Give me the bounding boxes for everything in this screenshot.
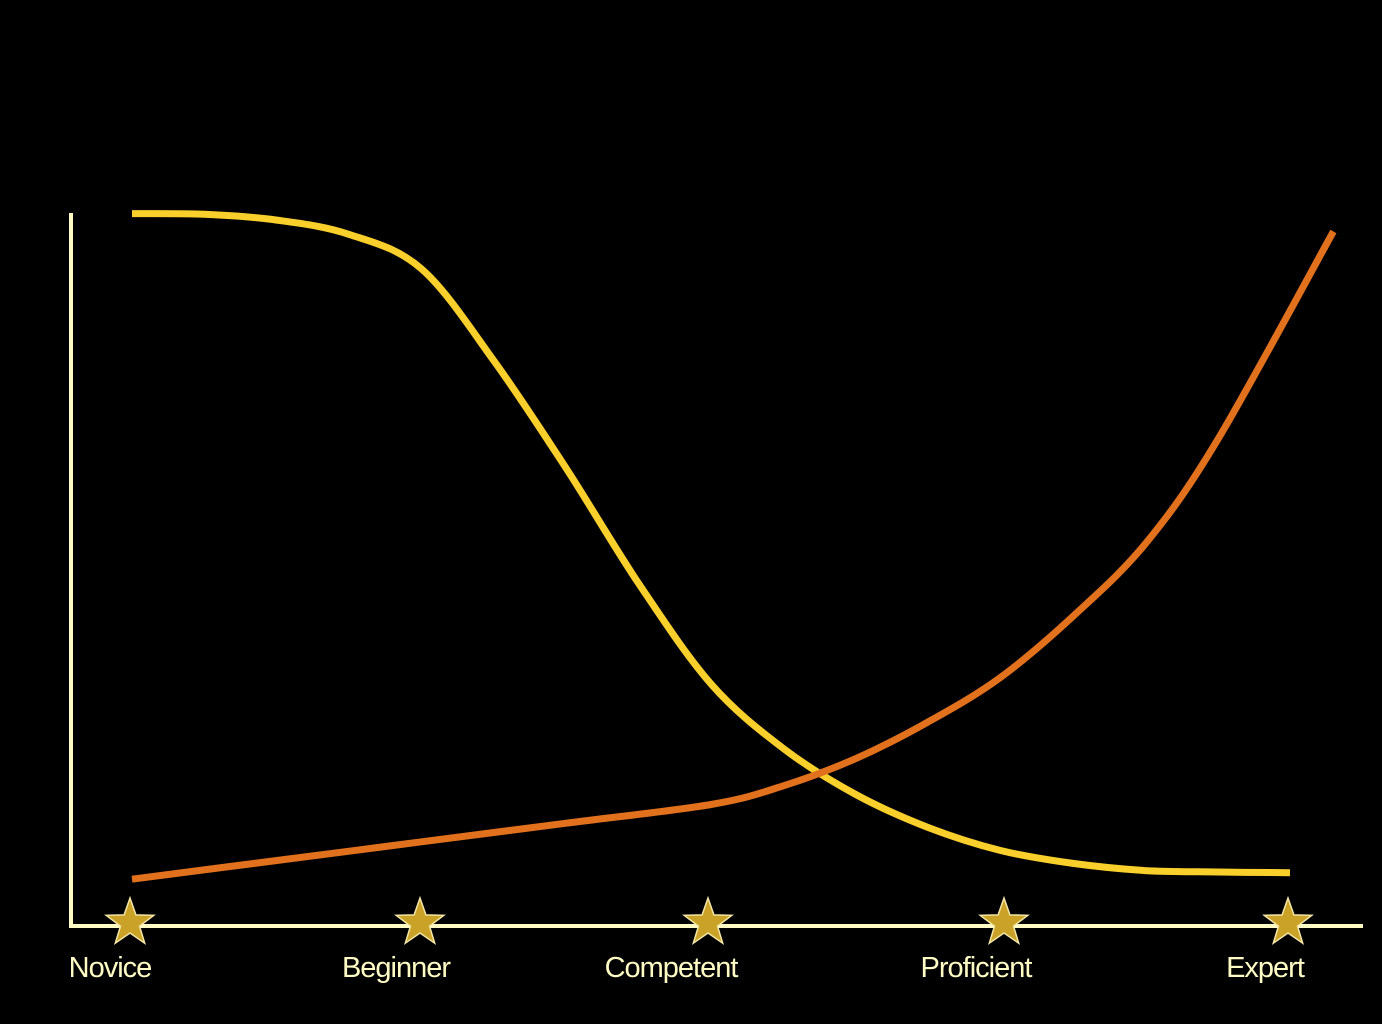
star-icon [104,895,156,946]
star-icon [978,895,1030,946]
star-icon [394,895,446,946]
label-layer: Novice Beginner Competent Proficient Expert [69,952,1306,984]
star-icon [682,895,734,946]
series-layer [131,210,1337,883]
x-tick-label: Competent [605,952,739,984]
x-tick-label: Novice [69,952,152,984]
star-icon [1262,895,1314,946]
marker-layer [104,895,1314,946]
x-tick-label: Beginner [342,952,451,984]
series-line-2 [131,229,1337,883]
series-line-1 [131,210,1291,877]
x-tick-label: Proficient [921,952,1033,984]
x-tick-label: Expert [1226,952,1305,984]
